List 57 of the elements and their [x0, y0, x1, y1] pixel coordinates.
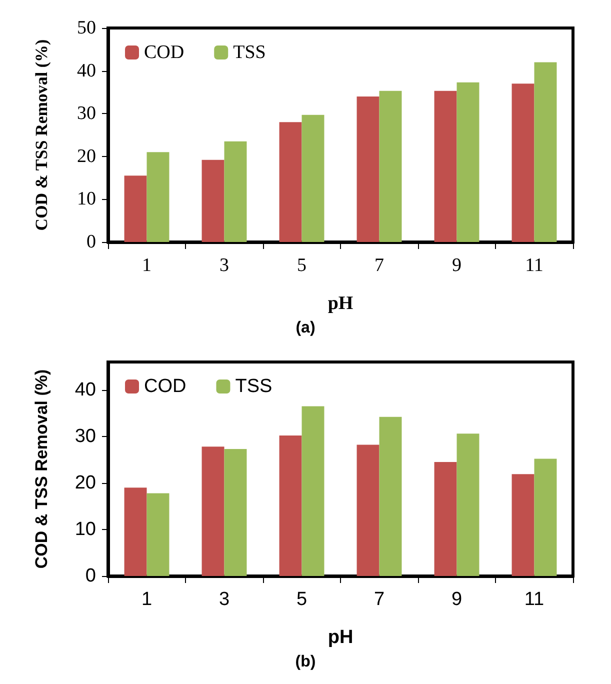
- x-tick-label: 1: [141, 589, 152, 610]
- x-tick-label: 3: [218, 589, 230, 610]
- bar: [146, 152, 170, 242]
- bar: [456, 434, 480, 576]
- x-tick-label: 9: [451, 589, 462, 610]
- y-tick-label: 0: [85, 566, 96, 586]
- bar: [124, 488, 147, 576]
- legend-label: TSS: [233, 42, 266, 63]
- x-tick-label: 5: [296, 589, 308, 610]
- bar: [356, 96, 380, 242]
- x-tick-label: 11: [524, 589, 544, 610]
- x-tick-label: 5: [297, 255, 306, 276]
- bar: [434, 90, 457, 242]
- bar: [202, 446, 224, 576]
- bar: [534, 62, 557, 242]
- x-tick-label: 3: [220, 255, 229, 276]
- x-axis-title: pH: [328, 627, 354, 648]
- y-tick-label: 30: [77, 103, 96, 124]
- y-tick-label: 20: [74, 472, 96, 494]
- bar: [224, 448, 247, 576]
- bar: [202, 160, 224, 242]
- bar: [512, 474, 534, 576]
- bar: [224, 141, 247, 242]
- y-axis-title: COD & TSS Removal (%): [32, 369, 51, 569]
- bar: [146, 493, 170, 576]
- bar: [379, 90, 402, 242]
- y-axis-title: COD & TSS Removal (%): [32, 39, 51, 231]
- y-tick-label: 40: [77, 60, 96, 82]
- x-tick-label: 7: [374, 255, 384, 276]
- legend-label: TSS: [235, 376, 272, 397]
- bar: [279, 436, 302, 576]
- bar: [124, 176, 147, 242]
- bar: [512, 84, 534, 242]
- x-tick-label: 1: [142, 255, 152, 276]
- bar: [379, 416, 402, 576]
- bar: [434, 462, 457, 576]
- y-tick-label: 10: [74, 518, 96, 540]
- bar: [302, 406, 324, 576]
- x-tick-label: 11: [525, 255, 544, 276]
- y-tick-label: 50: [77, 18, 96, 38]
- bar: [279, 122, 302, 242]
- bar: [356, 444, 380, 576]
- x-tick-label: 7: [374, 589, 385, 610]
- bar: [302, 114, 324, 242]
- legend-label: COD: [144, 376, 186, 397]
- y-tick-label: 30: [74, 426, 96, 447]
- x-axis-title: pH: [328, 293, 354, 314]
- y-tick-label: 10: [77, 188, 96, 210]
- text: (b): [295, 654, 316, 670]
- bar: [456, 82, 480, 242]
- legend-label: COD: [144, 42, 184, 63]
- text: (a): [296, 320, 316, 336]
- y-tick-label: 20: [77, 146, 96, 167]
- x-tick-label: 9: [452, 255, 462, 276]
- y-tick-label: 40: [74, 379, 96, 400]
- y-tick-label: 0: [86, 232, 96, 252]
- bar: [534, 458, 557, 576]
